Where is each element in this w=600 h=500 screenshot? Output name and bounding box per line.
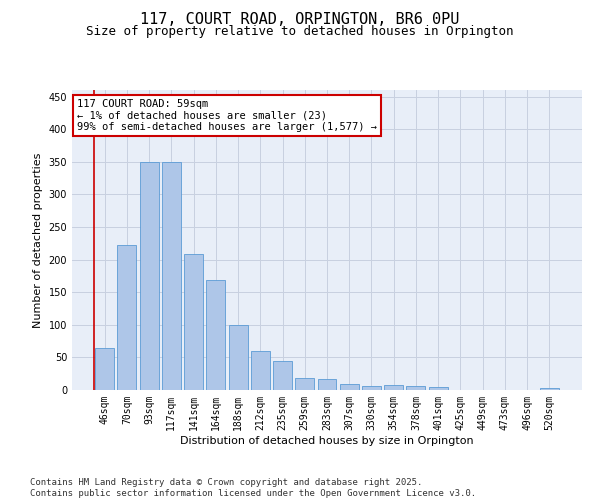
Bar — [251, 351, 270, 390]
Text: 117, COURT ROAD, ORPINGTON, BR6 0PU: 117, COURT ROAD, ORPINGTON, BR6 0PU — [140, 12, 460, 28]
X-axis label: Distribution of detached houses by size in Orpington: Distribution of detached houses by size … — [180, 436, 474, 446]
Bar — [362, 386, 381, 390]
Bar — [317, 379, 337, 390]
Bar — [140, 162, 158, 390]
Bar — [340, 384, 359, 390]
Bar — [184, 254, 203, 390]
Bar — [118, 245, 136, 390]
Bar — [273, 362, 292, 390]
Text: Size of property relative to detached houses in Orpington: Size of property relative to detached ho… — [86, 25, 514, 38]
Bar — [540, 388, 559, 390]
Bar — [229, 326, 248, 390]
Bar — [95, 348, 114, 390]
Text: Contains HM Land Registry data © Crown copyright and database right 2025.
Contai: Contains HM Land Registry data © Crown c… — [30, 478, 476, 498]
Bar — [406, 386, 425, 390]
Bar — [384, 386, 403, 390]
Text: 117 COURT ROAD: 59sqm
← 1% of detached houses are smaller (23)
99% of semi-detac: 117 COURT ROAD: 59sqm ← 1% of detached h… — [77, 99, 377, 132]
Bar — [429, 386, 448, 390]
Y-axis label: Number of detached properties: Number of detached properties — [33, 152, 43, 328]
Bar — [162, 162, 181, 390]
Bar — [206, 280, 225, 390]
Bar — [295, 378, 314, 390]
